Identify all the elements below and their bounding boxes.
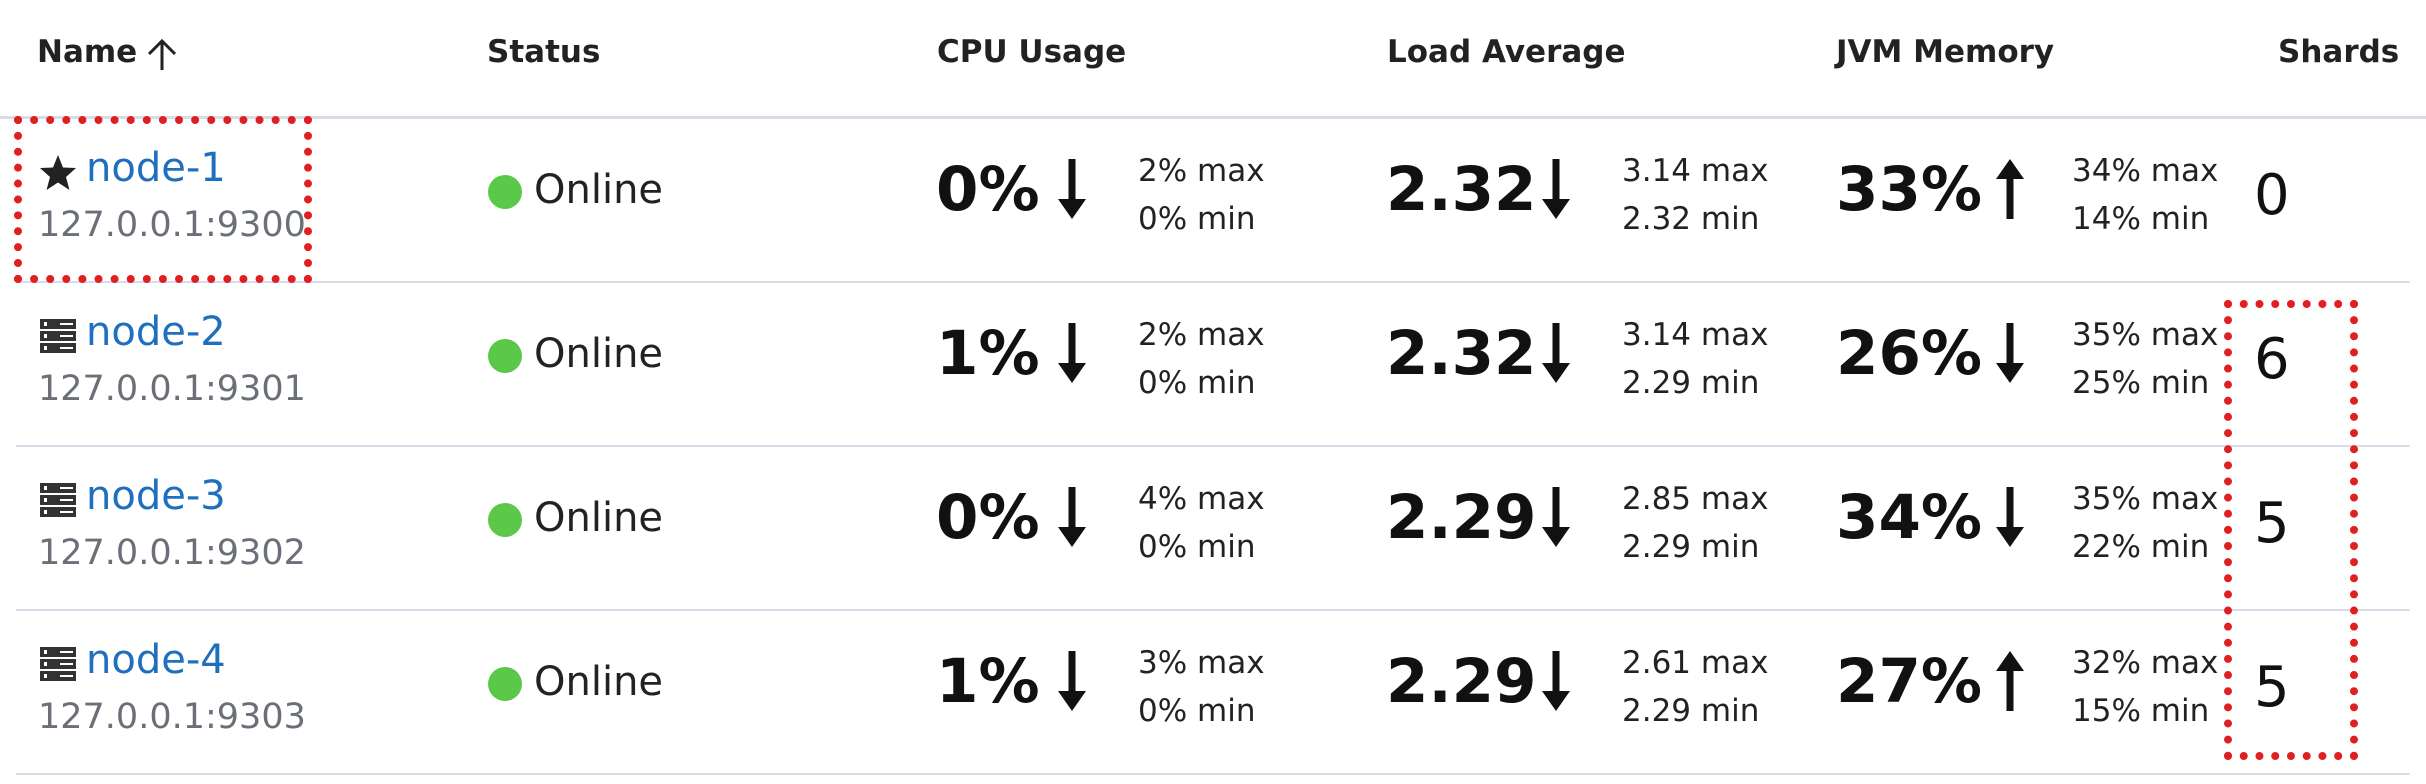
load-max: 3.14 max — [1622, 317, 1769, 353]
jvm-value: 27% — [1836, 646, 1983, 717]
cpu-min: 0% min — [1138, 693, 1256, 729]
node-address: 127.0.0.1:9302 — [38, 533, 306, 573]
status-online-icon — [488, 175, 522, 209]
status-online-icon — [488, 503, 522, 537]
cpu-min: 0% min — [1138, 529, 1256, 565]
arrow-down-icon — [1058, 487, 1086, 547]
jvm-max: 34% max — [2072, 153, 2219, 189]
cpu-min: 0% min — [1138, 365, 1256, 401]
node-address: 127.0.0.1:9300 — [38, 205, 306, 245]
cpu-max: 2% max — [1138, 153, 1265, 189]
arrow-up-icon — [1996, 159, 2024, 219]
load-value: 2.32 — [1386, 154, 1537, 225]
load-min: 2.29 min — [1622, 365, 1760, 401]
cpu-max: 2% max — [1138, 317, 1265, 353]
star-icon — [40, 155, 76, 190]
arrow-down-icon — [1542, 487, 1570, 547]
column-header-name[interactable]: Name — [37, 34, 138, 70]
load-min: 2.29 min — [1622, 693, 1760, 729]
load-value: 2.29 — [1386, 482, 1537, 553]
arrow-up-icon[interactable] — [143, 36, 181, 74]
highlight-box-shards — [2224, 300, 2358, 760]
arrow-down-icon — [1542, 651, 1570, 711]
server-icon — [40, 319, 76, 353]
node-name-link[interactable]: node-2 — [86, 309, 226, 355]
server-icon — [40, 647, 76, 681]
jvm-min: 25% min — [2072, 365, 2210, 401]
column-header-status[interactable]: Status — [487, 34, 601, 70]
cpu-value: 0% — [936, 482, 1040, 553]
load-value: 2.29 — [1386, 646, 1537, 717]
arrow-down-icon — [1058, 159, 1086, 219]
arrow-up-icon — [1996, 651, 2024, 711]
status-online-icon — [488, 339, 522, 373]
cpu-max: 4% max — [1138, 481, 1265, 517]
column-header-cpu[interactable]: CPU Usage — [937, 34, 1127, 70]
status-text: Online — [534, 659, 664, 705]
cpu-value: 1% — [936, 318, 1040, 389]
shards-count: 0 — [2254, 163, 2290, 228]
node-address: 127.0.0.1:9301 — [38, 369, 306, 409]
table-row[interactable]: node-1 127.0.0.1:9300 Online 0% 2% max 0% min… — [16, 117, 2410, 283]
cpu-min: 0% min — [1138, 201, 1256, 237]
load-max: 2.61 max — [1622, 645, 1769, 681]
shards-count: 5 — [2254, 491, 2290, 556]
node-address: 127.0.0.1:9303 — [38, 697, 306, 737]
status-text: Online — [534, 331, 664, 377]
arrow-down-icon — [1542, 323, 1570, 383]
load-max: 2.85 max — [1622, 481, 1769, 517]
load-value: 2.32 — [1386, 318, 1537, 389]
table-row[interactable]: node-4 127.0.0.1:9303 Online 1% 3% max 0% min… — [16, 609, 2410, 775]
arrow-down-icon — [1996, 323, 2024, 383]
table-header: Name Status CPU Usage Load Average JVM M… — [0, 0, 2426, 119]
table-row[interactable]: node-2 127.0.0.1:9301 Online 1% 2% max 0% min… — [16, 281, 2410, 447]
node-name-link[interactable]: node-4 — [86, 637, 226, 683]
shards-count: 6 — [2254, 327, 2290, 392]
load-min: 2.32 min — [1622, 201, 1760, 237]
jvm-value: 33% — [1836, 154, 1983, 225]
cpu-max: 3% max — [1138, 645, 1265, 681]
column-header-load[interactable]: Load Average — [1387, 34, 1626, 70]
jvm-min: 14% min — [2072, 201, 2210, 237]
jvm-max: 32% max — [2072, 645, 2219, 681]
column-header-jvm[interactable]: JVM Memory — [1836, 34, 2055, 70]
status-online-icon — [488, 667, 522, 701]
shards-count: 5 — [2254, 655, 2290, 720]
arrow-down-icon — [1542, 159, 1570, 219]
status-text: Online — [534, 495, 664, 541]
column-header-shards[interactable]: Shards — [2278, 34, 2400, 70]
load-max: 3.14 max — [1622, 153, 1769, 189]
jvm-value: 34% — [1836, 482, 1983, 553]
jvm-max: 35% max — [2072, 317, 2219, 353]
node-name-link[interactable]: node-3 — [86, 473, 226, 519]
cpu-value: 1% — [936, 646, 1040, 717]
arrow-down-icon — [1058, 651, 1086, 711]
node-name-link[interactable]: node-1 — [86, 145, 226, 191]
jvm-min: 22% min — [2072, 529, 2210, 565]
arrow-down-icon — [1058, 323, 1086, 383]
table-row[interactable]: node-3 127.0.0.1:9302 Online 0% 4% max 0% min… — [16, 445, 2410, 611]
cpu-value: 0% — [936, 154, 1040, 225]
highlight-box-node-1 — [14, 116, 312, 283]
server-icon — [40, 483, 76, 517]
jvm-min: 15% min — [2072, 693, 2210, 729]
jvm-max: 35% max — [2072, 481, 2219, 517]
jvm-value: 26% — [1836, 318, 1983, 389]
status-text: Online — [534, 167, 664, 213]
arrow-down-icon — [1996, 487, 2024, 547]
load-min: 2.29 min — [1622, 529, 1760, 565]
